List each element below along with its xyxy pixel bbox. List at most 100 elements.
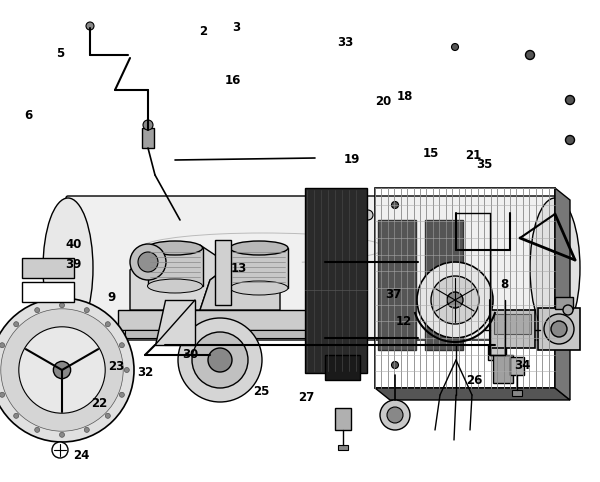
Polygon shape [555, 188, 570, 400]
Text: 24: 24 [73, 449, 89, 462]
Text: 9: 9 [107, 292, 115, 304]
Circle shape [59, 432, 65, 437]
Circle shape [119, 392, 124, 397]
Circle shape [106, 414, 110, 418]
Circle shape [138, 252, 158, 272]
Circle shape [566, 135, 575, 145]
Circle shape [14, 321, 19, 327]
Text: 3: 3 [232, 22, 240, 34]
Bar [148, 248, 203, 286]
Circle shape [380, 400, 410, 430]
Circle shape [387, 407, 403, 423]
Bar [22, 258, 74, 278]
Text: 23: 23 [107, 360, 124, 373]
Circle shape [0, 343, 5, 348]
Circle shape [1, 309, 123, 431]
Circle shape [544, 314, 574, 344]
Bar [488, 345, 506, 360]
Text: 35: 35 [476, 159, 493, 171]
Bar [22, 282, 74, 302]
Circle shape [53, 362, 71, 379]
Bar [512, 390, 522, 396]
Ellipse shape [43, 198, 93, 338]
Circle shape [566, 95, 575, 105]
Circle shape [119, 343, 124, 348]
Circle shape [392, 201, 398, 209]
Bar [375, 188, 555, 388]
Text: 27: 27 [298, 391, 314, 404]
Text: 12: 12 [395, 316, 412, 328]
Circle shape [52, 442, 68, 458]
Circle shape [143, 120, 153, 130]
Ellipse shape [530, 198, 580, 338]
Text: 13: 13 [230, 263, 247, 275]
Text: 5: 5 [56, 48, 64, 60]
Polygon shape [130, 245, 230, 310]
Bar [555, 297, 573, 309]
Text: 16: 16 [224, 75, 241, 87]
Text: 18: 18 [397, 90, 413, 103]
Circle shape [551, 321, 567, 337]
Bar [215, 240, 231, 305]
Bar [325, 355, 360, 380]
Circle shape [526, 51, 535, 59]
Circle shape [0, 392, 5, 397]
Text: 34: 34 [514, 359, 530, 372]
Bar [125, 330, 325, 338]
Polygon shape [200, 250, 280, 310]
Circle shape [59, 303, 64, 308]
Text: 6: 6 [25, 109, 33, 122]
Bar [510, 357, 524, 375]
Text: 30: 30 [182, 348, 199, 361]
Polygon shape [375, 388, 570, 400]
Ellipse shape [230, 241, 288, 255]
Bar [490, 310, 535, 348]
Ellipse shape [230, 281, 288, 295]
FancyBboxPatch shape [66, 196, 557, 340]
Bar [338, 445, 348, 450]
Text: 32: 32 [137, 366, 154, 379]
Circle shape [192, 332, 248, 388]
Text: 33: 33 [337, 36, 353, 49]
Text: 8: 8 [500, 278, 508, 291]
Circle shape [84, 428, 89, 432]
Circle shape [452, 43, 458, 51]
Circle shape [392, 362, 398, 369]
Text: 40: 40 [65, 239, 82, 251]
Circle shape [178, 318, 262, 402]
Circle shape [19, 327, 105, 413]
Circle shape [208, 348, 232, 372]
Text: 2: 2 [199, 25, 207, 38]
Circle shape [0, 298, 134, 442]
Text: 22: 22 [91, 398, 107, 410]
Bar [118, 310, 333, 330]
Circle shape [363, 210, 373, 220]
Ellipse shape [148, 241, 203, 255]
Circle shape [35, 308, 40, 313]
Bar [494, 314, 531, 334]
Text: 25: 25 [253, 385, 269, 398]
Bar [378, 220, 416, 350]
Circle shape [124, 367, 130, 373]
Ellipse shape [148, 279, 203, 293]
Polygon shape [155, 300, 195, 345]
Circle shape [447, 292, 463, 308]
Circle shape [35, 428, 40, 432]
Text: 37: 37 [385, 288, 401, 300]
Circle shape [130, 244, 166, 280]
Circle shape [106, 321, 110, 327]
Text: 15: 15 [422, 147, 439, 160]
Text: 39: 39 [65, 258, 82, 270]
Circle shape [431, 276, 479, 324]
Bar [493, 355, 513, 383]
Circle shape [84, 308, 89, 313]
Text: 19: 19 [344, 153, 361, 165]
Bar [230, 248, 288, 288]
Circle shape [417, 262, 493, 338]
Bar [335, 408, 351, 430]
Bar [425, 220, 463, 350]
Text: 21: 21 [464, 149, 481, 161]
Circle shape [86, 22, 94, 30]
Text: 26: 26 [466, 375, 482, 387]
Bar [142, 128, 154, 148]
